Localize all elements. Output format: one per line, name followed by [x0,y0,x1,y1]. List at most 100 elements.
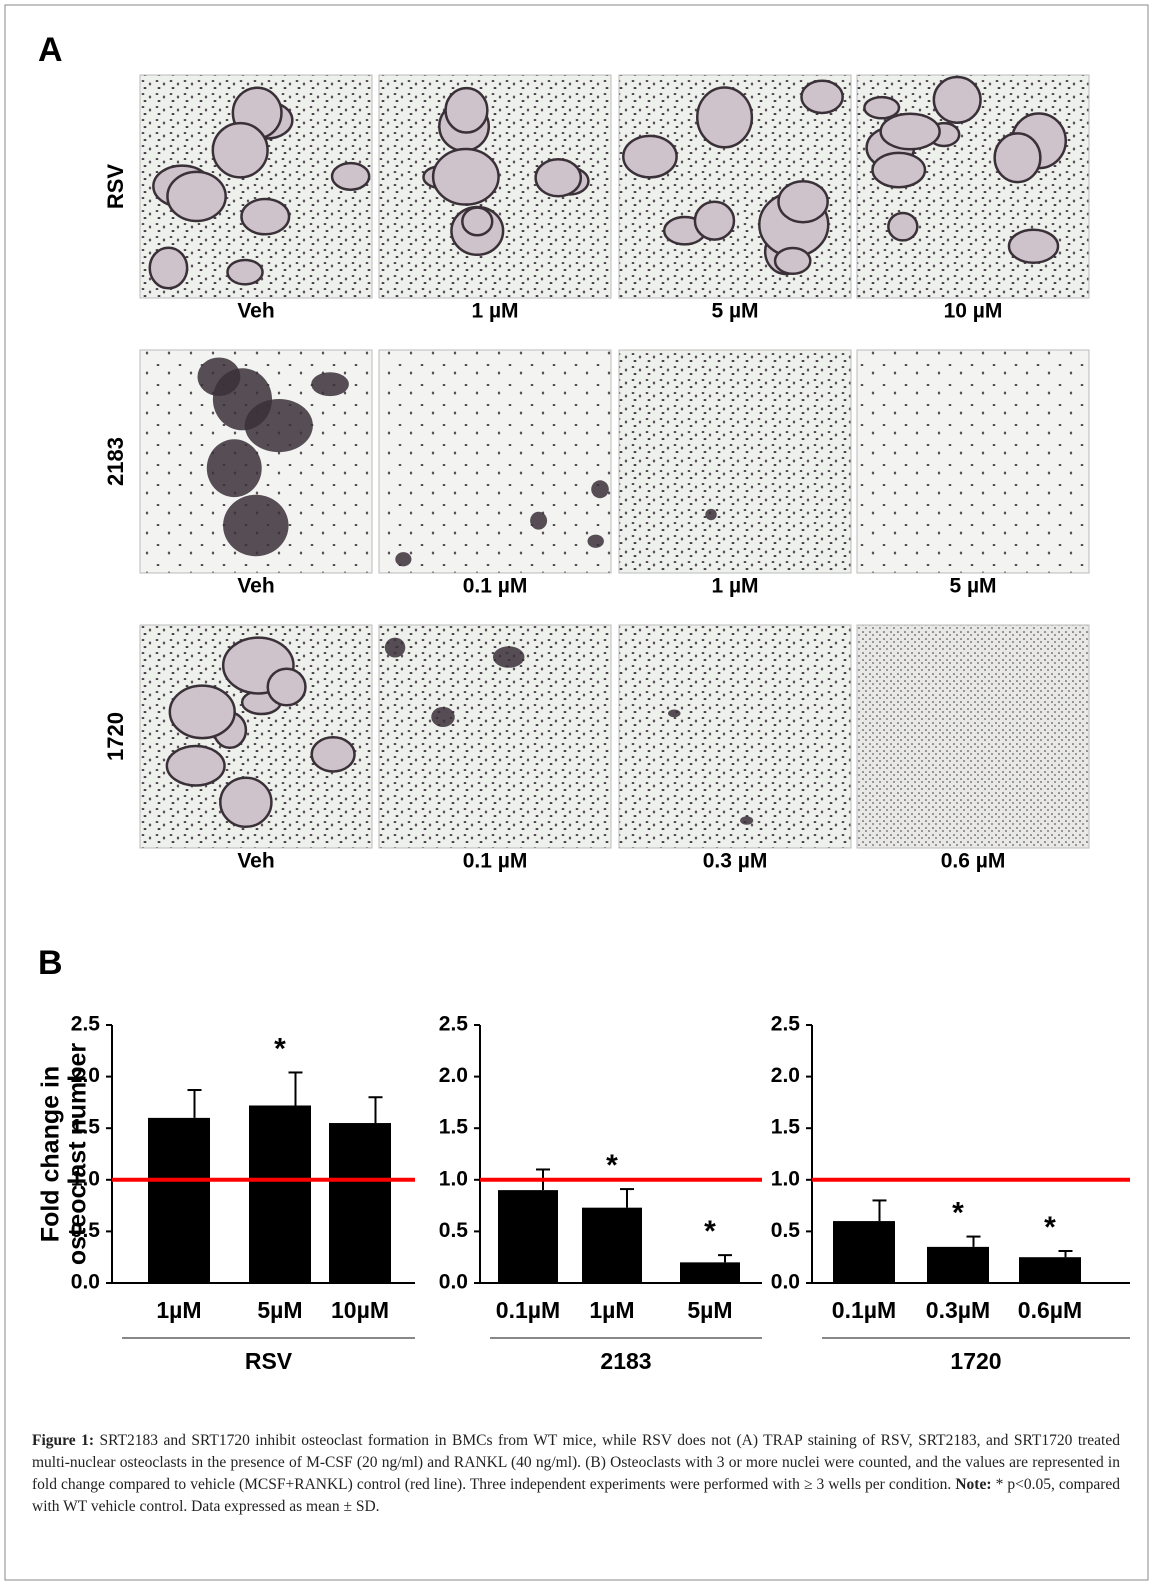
row-label: 1720 [103,712,128,761]
x-tick-label: 0.1µM [832,1297,896,1323]
column-label: Veh [237,850,274,873]
group-label: 2183 [600,1348,651,1374]
osteoclast [591,480,609,499]
bar [329,1123,391,1283]
osteoclast [693,200,736,241]
osteoclast [461,206,494,237]
y-tick-label: 1.0 [771,1167,800,1190]
bar [680,1262,740,1283]
y-tick-label: 2.5 [771,1013,801,1036]
group-label: 1720 [950,1348,1001,1374]
row-label: RSV [103,164,128,210]
caption-label: Figure 1: [32,1432,95,1449]
osteoclast [705,508,717,521]
micrograph [618,349,852,574]
osteoclast [667,709,681,718]
osteoclast [168,684,236,740]
y-tick-label: 1.0 [71,1167,100,1190]
x-tick-label: 0.1µM [496,1297,560,1323]
y-tick-label: 0.0 [771,1271,800,1294]
y-tick-label: 2.0 [71,1064,100,1087]
osteoclast [311,372,349,397]
osteoclast [800,79,844,115]
micrograph-field [856,624,1090,849]
micrograph [378,624,612,849]
micrograph [856,74,1090,299]
micrograph [378,349,612,574]
y-tick-label: 1.5 [771,1116,801,1139]
group-label: RSV [245,1348,293,1374]
y-tick-label: 0.0 [439,1271,468,1294]
osteoclast [166,170,227,223]
y-axis-label: Fold change in [37,1066,65,1242]
x-tick-label: 0.3µM [926,1297,990,1323]
micrograph-field [856,349,1090,574]
osteoclast [863,95,901,120]
osteoclast [1007,228,1060,264]
osteoclast [622,134,678,179]
column-label: 1 µM [471,300,518,323]
osteoclast [219,776,273,829]
significance-mark: * [1044,1211,1056,1244]
column-label: 5 µM [711,300,758,323]
micrograph [618,74,852,299]
micrograph [618,624,852,849]
osteoclast [530,511,548,530]
caption: Figure 1: SRT2183 and SRT1720 inhibit os… [32,1430,1120,1518]
micrograph [856,624,1090,849]
osteoclast [240,197,291,236]
bar [927,1246,989,1283]
significance-mark: * [704,1215,716,1248]
osteoclast [932,75,982,124]
osteoclast [165,744,226,787]
y-tick-label: 0.5 [439,1219,469,1242]
bar [833,1221,895,1283]
osteoclast [431,706,455,728]
frame [4,4,1149,1581]
osteoclast [587,534,604,548]
micrograph [856,349,1090,574]
bar [582,1207,642,1283]
osteoclast [773,246,812,276]
osteoclast [330,161,371,191]
panel-label: B [38,944,63,982]
osteoclast [444,86,489,134]
osteoclast [211,121,269,179]
osteoclast [148,246,189,290]
column-label: 1 µM [711,575,758,598]
y-tick-label: 2.5 [71,1013,101,1036]
micrograph-field [378,349,612,574]
osteoclast [871,151,927,189]
bar [148,1117,210,1283]
osteoclast [266,667,307,707]
x-tick-label: 10µM [331,1297,389,1323]
y-tick-label: 2.0 [439,1064,468,1087]
column-label: Veh [237,300,274,323]
osteoclast [212,368,273,431]
x-tick-label: 0.6µM [1018,1297,1082,1323]
osteoclast [993,132,1042,184]
x-tick-label: 5µM [257,1297,302,1323]
column-label: 0.1 µM [463,850,528,873]
micrograph-field [618,624,852,849]
bar [249,1105,311,1283]
osteoclast [534,157,583,198]
osteoclast [226,258,264,286]
column-label: 0.6 µM [941,850,1006,873]
osteoclast [887,211,919,242]
y-axis-label: osteoclast number [64,1043,92,1266]
y-tick-label: 1.5 [439,1116,469,1139]
x-tick-label: 5µM [687,1297,732,1323]
y-tick-label: 1.5 [71,1116,101,1139]
note-label: Note: [955,1476,992,1493]
caption-body: SRT2183 and SRT1720 inhibit osteoclast f… [32,1432,1120,1493]
x-tick-label: 1µM [589,1297,634,1323]
y-tick-label: 0.0 [71,1271,100,1294]
osteoclast [206,439,262,498]
micrograph-field [618,349,852,574]
column-label: Veh [237,575,274,598]
micrograph [139,624,373,849]
significance-mark: * [606,1149,618,1182]
